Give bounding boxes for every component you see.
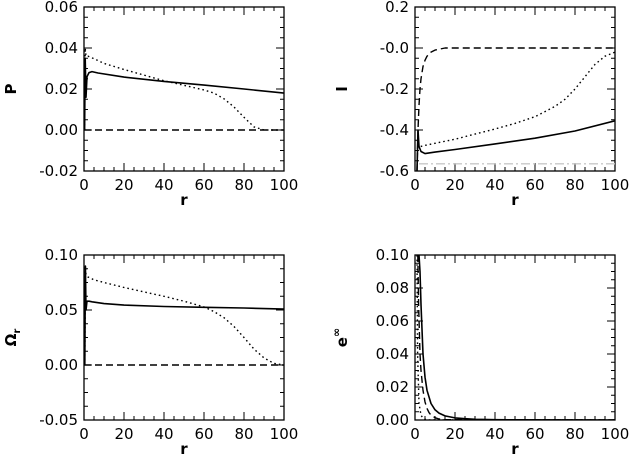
- y-axis-label-main: Ω: [2, 333, 20, 346]
- y-axis-label-main: P: [2, 84, 20, 95]
- x-tick-label: 0: [410, 176, 420, 194]
- y-axis-label-main: e: [333, 337, 351, 347]
- y-tick-label: -0.05: [39, 411, 78, 429]
- plot-frame: [414, 6, 616, 172]
- y-axis-label: P: [2, 84, 20, 95]
- x-axis-label: r: [180, 440, 188, 458]
- y-tick-label: 0.00: [376, 411, 409, 429]
- y-tick-label: 0.10: [45, 246, 78, 264]
- series-line-dashed: [417, 255, 615, 420]
- x-tick-label: 80: [234, 176, 253, 194]
- y-tick-label: 0.04: [376, 345, 409, 363]
- y-tick-label: 0.10: [376, 246, 409, 264]
- x-tick-label: 40: [485, 176, 504, 194]
- x-axis-label: r: [511, 440, 519, 458]
- y-tick-label: 0.00: [45, 356, 78, 374]
- y-axis-label: e∞: [330, 328, 351, 347]
- y-tick-label: -0.6: [380, 162, 409, 180]
- x-tick-label: 40: [485, 425, 504, 443]
- y-tick-label: -0.0: [380, 39, 409, 57]
- x-tick-label: 100: [601, 425, 630, 443]
- panel-1: 0 20 40 60 80 100 -0.02 0.00 0.02 0.04 0.06 r P: [2, 0, 298, 209]
- plot-frame: [414, 254, 616, 421]
- x-tick-label: 60: [525, 425, 544, 443]
- series-line-dotted: [416, 255, 615, 420]
- panel-4: 0 20 40 60 80 100 0.00 0.02 0.04 0.06 0.08 0.10 r e∞: [330, 246, 629, 458]
- x-tick-label: 80: [234, 425, 253, 443]
- x-tick-label: 0: [79, 176, 89, 194]
- x-tick-label: 40: [154, 176, 173, 194]
- x-tick-label: 20: [114, 176, 133, 194]
- x-tick-label: 0: [79, 425, 89, 443]
- series-line-dashed: [416, 47, 615, 171]
- y-axis-label-main: I: [333, 86, 351, 92]
- x-tick-label: 20: [445, 176, 464, 194]
- y-tick-label: 0.04: [45, 39, 78, 57]
- y-axis-label: Ωr: [2, 329, 23, 347]
- y-tick-label: 0.00: [45, 121, 78, 139]
- series-line-dotted: [84, 265, 284, 366]
- series-line-dotted: [416, 51, 615, 149]
- y-tick-label: 0.02: [45, 80, 78, 98]
- y-tick-label: -0.4: [380, 121, 409, 139]
- series-line-solid: [418, 255, 615, 420]
- series-line-solid: [84, 57, 284, 131]
- y-axis-label-superscript: ∞: [330, 328, 343, 337]
- y-tick-label: -0.02: [39, 162, 78, 180]
- y-tick-label: 0.06: [376, 312, 409, 330]
- x-tick-label: 20: [445, 425, 464, 443]
- x-axis-label: r: [511, 191, 519, 209]
- plot-frame: [83, 6, 285, 172]
- y-tick-label: 0.05: [45, 301, 78, 319]
- series-line-dotted: [84, 47, 284, 131]
- x-tick-label: 20: [114, 425, 133, 443]
- y-tick-label: 0.02: [376, 378, 409, 396]
- x-tick-label: 40: [154, 425, 173, 443]
- x-axis-label: r: [180, 191, 188, 209]
- x-tick-label: 100: [270, 176, 299, 194]
- y-axis-label-subscript: r: [12, 329, 23, 334]
- x-tick-label: 0: [410, 425, 420, 443]
- x-tick-label: 80: [565, 176, 584, 194]
- y-tick-label: 0.06: [45, 0, 78, 16]
- x-tick-label: 100: [270, 425, 299, 443]
- y-axis-label: I: [333, 86, 351, 92]
- panel-2: 0 20 40 60 80 100 -0.6 -0.4 -0.2 -0.0 0.2 r I: [333, 0, 629, 209]
- series-line-solid: [416, 120, 615, 171]
- y-tick-label: 0.08: [376, 279, 409, 297]
- x-tick-label: 60: [525, 176, 544, 194]
- x-tick-label: 80: [565, 425, 584, 443]
- y-tick-label: -0.2: [380, 80, 409, 98]
- series-line-solid: [84, 265, 284, 366]
- x-tick-label: 60: [194, 425, 213, 443]
- y-tick-label: 0.2: [385, 0, 409, 16]
- x-tick-label: 100: [601, 176, 630, 194]
- plot-frame: [83, 254, 285, 421]
- x-tick-label: 60: [194, 176, 213, 194]
